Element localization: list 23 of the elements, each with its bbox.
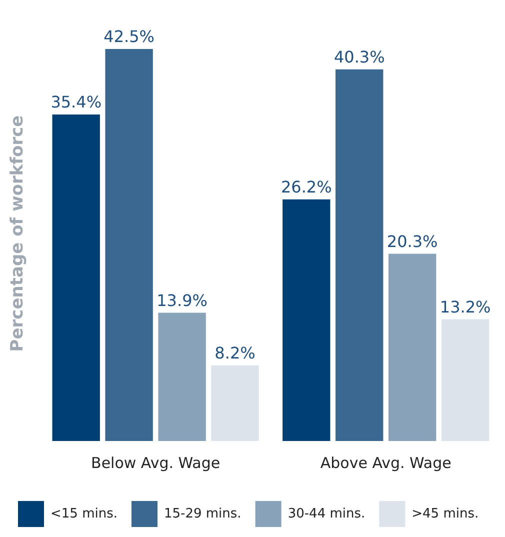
bar [211, 365, 259, 441]
legend-label: >45 mins. [412, 506, 479, 522]
data-label: 42.5% [104, 27, 154, 46]
data-label: 20.3% [386, 232, 438, 251]
bar [158, 312, 206, 441]
data-label: 26.2% [280, 178, 332, 197]
data-label: 13.2% [440, 297, 491, 316]
bar [441, 319, 490, 441]
x-tick-label: Below Avg. Wage [91, 454, 220, 472]
y-axis-title: Percentage of workforce [8, 115, 28, 352]
legend-label: 30-44 mins. [288, 506, 366, 522]
bar [105, 49, 153, 441]
legend-label: 15-29 mins. [164, 506, 242, 522]
data-label: 35.4% [50, 92, 102, 112]
bar [282, 199, 330, 441]
bar [388, 254, 436, 441]
data-label: 40.3% [334, 48, 385, 66]
bar [52, 114, 100, 441]
bar [336, 69, 384, 441]
x-tick-label: Above Avg. Wage [320, 454, 452, 472]
data-label: 13.9% [156, 290, 208, 310]
legend-label: <15 mins. [50, 506, 118, 522]
data-label: 8.2% [214, 344, 256, 363]
